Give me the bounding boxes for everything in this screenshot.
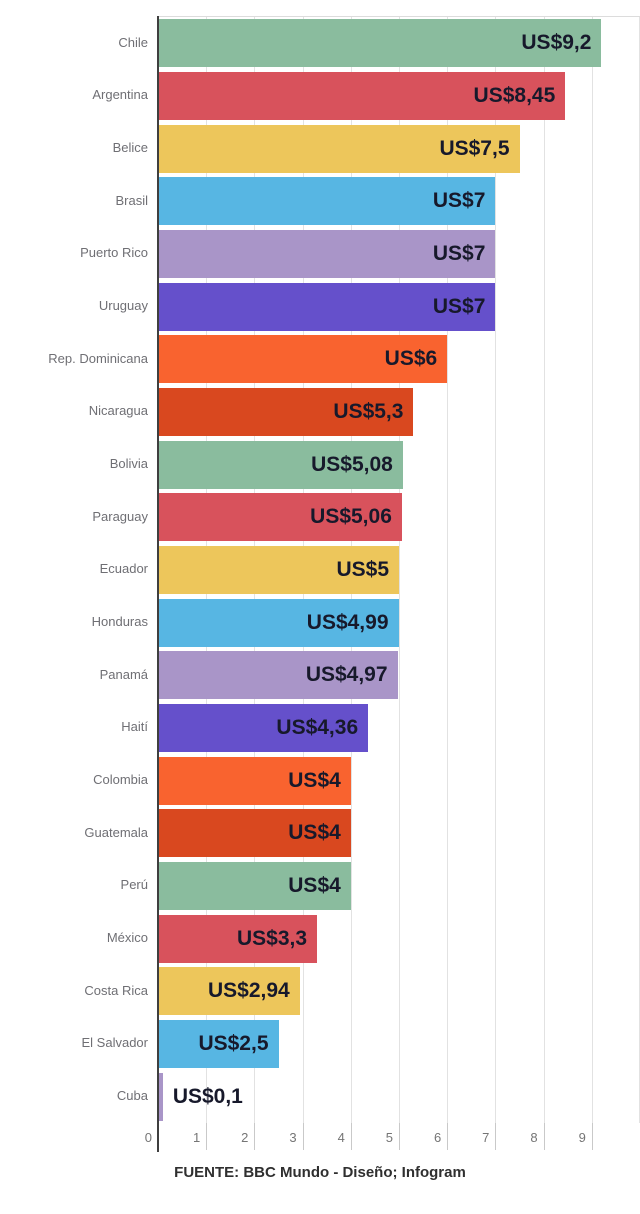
x-tick-mark — [350, 1122, 352, 1150]
bar — [158, 1072, 163, 1121]
gridline — [543, 17, 545, 1123]
bar — [158, 546, 399, 594]
category-label: Nicaragua — [88, 403, 148, 419]
x-tick-label: 5 — [385, 1130, 393, 1145]
category-label: Ecuador — [99, 561, 148, 577]
bar-value-label: US$5,3 — [333, 400, 404, 423]
category-label: Honduras — [91, 614, 148, 630]
category-label: Colombia — [93, 772, 148, 788]
bar — [158, 177, 496, 226]
category-label: Haití — [121, 719, 148, 735]
gridline — [399, 17, 400, 1123]
x-tick-label: 0 — [144, 1130, 152, 1145]
x-tick-mark — [543, 1122, 545, 1150]
bar — [158, 19, 602, 68]
x-tick-label: 1 — [192, 1130, 201, 1145]
category-label: México — [106, 930, 148, 946]
bar — [158, 124, 520, 173]
bar — [158, 493, 402, 542]
bar-value-label: US$8,45 — [473, 84, 556, 107]
x-tick-mark — [591, 1122, 593, 1150]
bar-value-label: US$6 — [384, 347, 438, 371]
category-labels: Chile Argentina Belice Brasil Puerto Rico Uru… — [0, 16, 152, 1122]
bar — [158, 72, 566, 120]
bar — [158, 282, 496, 331]
gridline — [447, 17, 449, 1123]
x-tick-label: 4 — [337, 1130, 345, 1145]
bar-value-label: US$5 — [336, 558, 389, 581]
bar-value-label: US$4 — [288, 821, 341, 845]
x-tick-mark — [495, 1122, 497, 1150]
category-label: Belice — [112, 140, 148, 156]
bar-value-label: US$7 — [432, 294, 486, 318]
source-caption: FUENTE: BBC Mundo - Diseño; Infogram — [174, 1164, 466, 1181]
gridline — [495, 17, 497, 1123]
bar-value-label: US$5,08 — [311, 452, 393, 476]
bar — [158, 335, 448, 384]
category-label: Panamá — [99, 666, 148, 682]
gridline — [591, 17, 593, 1123]
category-label: Guatemala — [84, 824, 148, 840]
bar-value-label: US$4,99 — [306, 610, 389, 634]
bar-value-label: US$4 — [288, 874, 341, 897]
category-label: Puerto Rico — [80, 245, 148, 261]
bar-value-label: US$4,97 — [305, 663, 388, 687]
category-label: El Salvador — [81, 1035, 148, 1051]
x-axis: 0 1 2 3 4 5 6 7 8 9 — [145, 1122, 640, 1158]
bar — [158, 809, 351, 858]
bar-value-label: US$7,5 — [439, 136, 510, 160]
bar-value-label: US$3,3 — [237, 926, 308, 950]
bar-value-label: US$2,5 — [198, 1032, 269, 1055]
bar — [158, 756, 351, 805]
y-axis-line — [157, 16, 159, 1152]
x-tick-mark — [399, 1122, 400, 1150]
category-label: Perú — [120, 877, 148, 893]
bar — [158, 651, 398, 700]
x-tick-label: 8 — [530, 1130, 538, 1145]
x-tick-mark — [254, 1122, 256, 1150]
bar-value-label: US$7 — [432, 242, 486, 265]
bar-value-label: US$0,1 — [172, 1084, 243, 1108]
x-tick-label: 7 — [482, 1130, 490, 1145]
bar — [158, 914, 318, 963]
x-tick-label: 2 — [241, 1130, 249, 1145]
x-tick-mark — [302, 1122, 304, 1150]
category-label: Cuba — [116, 1088, 148, 1104]
bar — [158, 598, 399, 647]
plot-area: US$9,2 US$8,45 US$7,5 US$7 US$7 US$7 US$6 US$5,… — [158, 16, 640, 1123]
category-label: Brasil — [115, 192, 148, 208]
bar-value-label: US$9,2 — [521, 31, 592, 55]
category-label: Argentina — [92, 87, 148, 103]
bar — [158, 440, 403, 489]
bar — [158, 704, 369, 752]
category-label: Paraguay — [92, 508, 148, 524]
bar — [158, 388, 414, 436]
bar-value-label: US$4 — [288, 768, 341, 792]
bar-value-label: US$4,36 — [276, 716, 359, 739]
bar-value-label: US$7 — [432, 189, 486, 213]
x-tick-label: 6 — [433, 1130, 442, 1145]
category-label: Bolivia — [109, 456, 148, 472]
category-label: Uruguay — [98, 298, 148, 314]
bar — [158, 862, 351, 910]
x-tick-mark — [447, 1122, 449, 1150]
bar — [158, 1020, 279, 1068]
bar — [158, 230, 496, 278]
x-tick-label: 9 — [578, 1130, 586, 1145]
category-label: Costa Rica — [84, 982, 148, 998]
bar-value-label: US$2,94 — [207, 979, 290, 1003]
category-label: Rep. Dominicana — [48, 350, 148, 366]
bar-value-label: US$5,06 — [310, 505, 392, 529]
x-tick-mark — [206, 1122, 208, 1150]
category-label: Chile — [118, 34, 148, 50]
bar — [158, 967, 300, 1016]
x-tick-label: 3 — [289, 1130, 297, 1145]
